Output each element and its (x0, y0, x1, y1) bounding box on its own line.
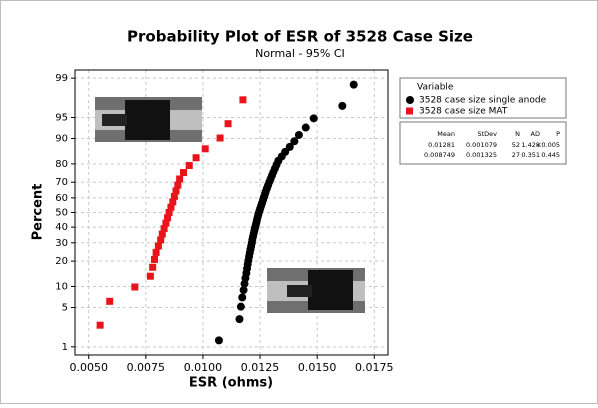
point (149, 264, 156, 271)
point (151, 256, 158, 263)
point (193, 154, 200, 161)
y-tick-label: 80 (55, 159, 68, 170)
x-tick-label: 0.0100 (184, 361, 223, 374)
stats-cell: 0.001325 (466, 151, 497, 159)
stats-cell: 0.445 (541, 151, 560, 159)
stats-cell: 27 (512, 151, 520, 159)
stats-header: N (515, 130, 520, 138)
chart-subtitle: Normal - 95% CI (255, 47, 345, 60)
photo (95, 97, 202, 142)
y-tick-label: 50 (55, 208, 68, 219)
stats-cell: 0.351 (521, 151, 540, 159)
x-tick-label: 0.0150 (298, 361, 337, 374)
point (147, 273, 154, 280)
frame (1, 1, 598, 404)
stats-cell: 0.008749 (424, 151, 455, 159)
point (310, 114, 318, 122)
point (176, 176, 183, 183)
stats-cell: <0.005 (536, 141, 560, 149)
x-tick-label: 0.0125 (241, 361, 280, 374)
stats-header: P (556, 130, 560, 138)
y-tick-label: 20 (55, 256, 68, 267)
y-tick-label: 99 (55, 73, 68, 84)
chart: Probability Plot of ESR of 3528 Case Siz… (0, 0, 598, 404)
stats-cell: 0.01281 (428, 141, 455, 149)
legend-label: 3528 case size single anode (419, 96, 547, 106)
y-tick-label: 30 (55, 238, 68, 249)
point (202, 145, 209, 152)
point (302, 124, 310, 132)
x-tick-label: 0.0175 (355, 361, 394, 374)
legend-title: Variable (417, 83, 454, 93)
x-axis-label: ESR (ohms) (189, 376, 273, 391)
point (350, 81, 358, 89)
point (106, 298, 113, 305)
stats-header: StDev (477, 130, 497, 138)
stats-header: Mean (437, 130, 455, 138)
point (155, 242, 162, 249)
legend-label: 3528 case size MAT (419, 107, 508, 117)
stats-cell: 0.001079 (466, 141, 497, 149)
point (237, 303, 245, 311)
point (180, 169, 187, 176)
point (186, 162, 193, 169)
y-tick-label: 40 (55, 222, 68, 233)
y-tick-label: 10 (55, 282, 68, 293)
stats-header: AD (531, 130, 540, 138)
legend-marker (406, 108, 413, 115)
point (338, 102, 346, 110)
point (174, 182, 181, 189)
point (131, 284, 138, 291)
y-tick-label: 70 (55, 177, 68, 188)
point (97, 322, 104, 329)
y-tick-label: 1 (62, 342, 68, 353)
point (238, 293, 246, 301)
photo (267, 268, 365, 313)
point (225, 120, 232, 127)
point (239, 96, 246, 103)
point (217, 134, 224, 141)
y-tick-label: 95 (55, 113, 68, 124)
legend-marker (406, 96, 414, 104)
x-tick-label: 0.0075 (127, 361, 166, 374)
chart-title: Probability Plot of ESR of 3528 Case Siz… (127, 28, 473, 46)
point (235, 315, 243, 323)
y-axis-label: Percent (31, 184, 46, 241)
y-tick-label: 90 (55, 133, 68, 144)
point (215, 336, 223, 344)
point (153, 249, 160, 256)
point (295, 131, 303, 139)
y-tick-label: 5 (62, 302, 68, 313)
x-tick-label: 0.0050 (69, 361, 108, 374)
stats-cell: 52 (512, 141, 520, 149)
y-tick-label: 60 (55, 193, 68, 204)
